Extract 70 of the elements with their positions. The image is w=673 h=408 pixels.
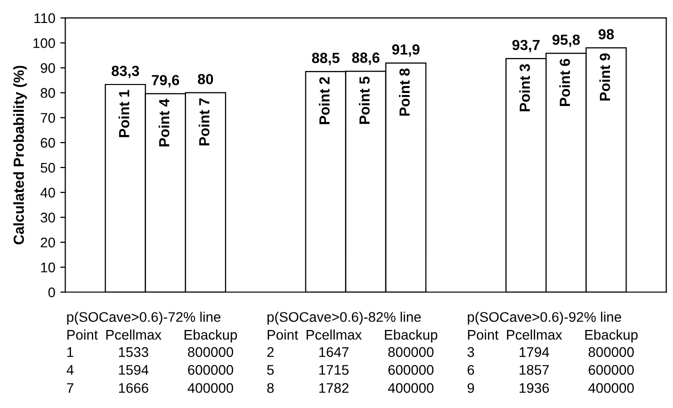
text: 600000 bbox=[188, 364, 234, 375]
text: Point bbox=[468, 330, 498, 340]
annotation: Point 5 bbox=[358, 76, 370, 124]
data-label: 93,7 bbox=[512, 40, 540, 52]
text: 800000 bbox=[388, 347, 434, 357]
y-tick-label: 100 bbox=[33, 38, 56, 48]
text: Pcellmax bbox=[507, 330, 562, 340]
annotation: Point 3 bbox=[519, 64, 530, 112]
y-tick-label: 30 bbox=[40, 212, 56, 223]
x-tick-label: p(SOCave>0.6)-92% line bbox=[468, 312, 622, 325]
text: 6 bbox=[468, 364, 474, 375]
text: Ebackup bbox=[384, 330, 438, 342]
text: 1782 bbox=[319, 383, 348, 393]
y-tick-label: 110 bbox=[34, 13, 56, 24]
text: 600000 bbox=[388, 364, 434, 375]
text: Ebackup bbox=[585, 330, 638, 342]
text: Point bbox=[268, 330, 298, 340]
y-axis-title: Calculated Probability (%) bbox=[13, 66, 27, 244]
annotation: Point 1 bbox=[118, 90, 130, 138]
annotation: Point 4 bbox=[158, 98, 170, 146]
text: Ebackup bbox=[184, 330, 237, 342]
text: 800000 bbox=[188, 347, 234, 357]
x-tick-label: p(SOCave>0.6)-82% line bbox=[268, 312, 421, 325]
y-tick-label: 60 bbox=[40, 138, 56, 148]
text: 9 bbox=[468, 383, 474, 393]
data-label: 83,3 bbox=[112, 66, 140, 78]
data-label: 88,5 bbox=[312, 52, 340, 66]
text: 400000 bbox=[588, 383, 634, 393]
text: Pcellmax bbox=[106, 330, 162, 340]
text: 1 bbox=[67, 347, 74, 357]
y-tick-label: 70 bbox=[40, 112, 56, 123]
text: 2 bbox=[267, 347, 274, 357]
data-label: 95,8 bbox=[552, 34, 580, 48]
text: 4 bbox=[66, 365, 74, 375]
annotation: Point 8 bbox=[399, 68, 410, 116]
y-tick-label: 90 bbox=[40, 63, 56, 73]
annotation: Point 7 bbox=[198, 98, 210, 146]
y-tick-label: 0 bbox=[48, 287, 56, 298]
text: Pcellmax bbox=[306, 330, 362, 340]
text: 400000 bbox=[188, 383, 234, 393]
annotation: Point 2 bbox=[318, 77, 330, 124]
data-label: 79,6 bbox=[152, 74, 180, 88]
text: 1936 bbox=[520, 383, 549, 393]
text: 3 bbox=[467, 347, 474, 357]
text: 1666 bbox=[119, 383, 148, 393]
text: 1533 bbox=[119, 347, 148, 357]
text: 1715 bbox=[319, 365, 349, 375]
text: 600000 bbox=[588, 364, 634, 375]
data-label: 91,9 bbox=[392, 44, 420, 57]
text: 800000 bbox=[588, 347, 634, 357]
y-tick-label: 10 bbox=[41, 262, 56, 272]
text: 1647 bbox=[319, 347, 348, 357]
text: 5 bbox=[267, 365, 274, 375]
text: 7 bbox=[66, 383, 74, 393]
text: 8 bbox=[267, 383, 274, 393]
data-label: 98 bbox=[598, 29, 614, 40]
annotation: Point 9 bbox=[599, 53, 610, 100]
text: Point bbox=[67, 330, 98, 340]
text: 400000 bbox=[388, 383, 434, 393]
y-tick-label: 50 bbox=[40, 162, 56, 173]
y-tick-label: 40 bbox=[40, 188, 56, 198]
y-tick-label: 80 bbox=[40, 88, 56, 98]
data-label: 80 bbox=[198, 74, 214, 84]
text: 1594 bbox=[119, 364, 148, 375]
text: 1794 bbox=[520, 347, 550, 357]
text: 1857 bbox=[520, 364, 549, 375]
y-tick-label: 20 bbox=[40, 238, 56, 248]
annotation: Point 6 bbox=[559, 58, 570, 106]
x-tick-label: p(SOCave>0.6)-72% line bbox=[67, 312, 220, 325]
data-label: 88,6 bbox=[352, 52, 380, 65]
